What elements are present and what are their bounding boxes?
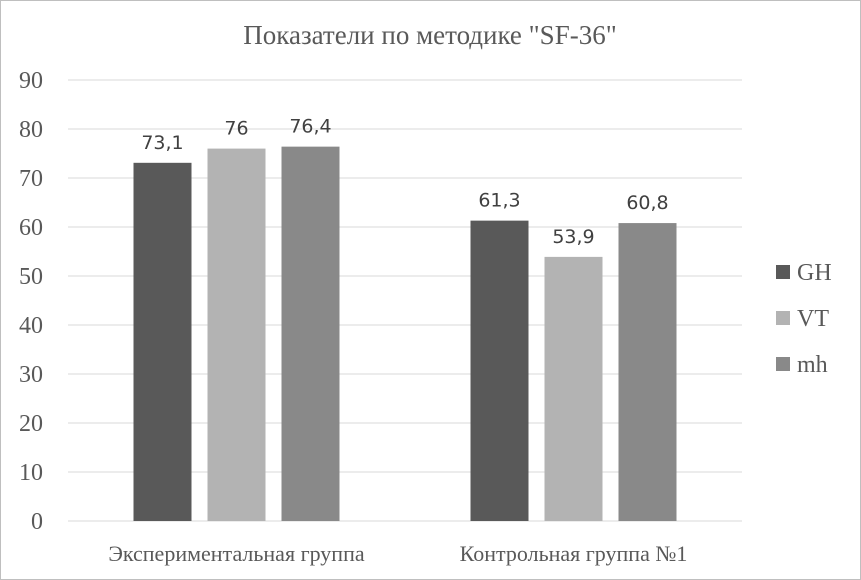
bar-vt [544,256,603,521]
legend-label: mh [797,352,828,378]
bar-vt [207,148,266,521]
y-tick-label: 50 [19,264,43,290]
y-tick-label: 70 [19,166,43,192]
legend: GH VT mh [776,260,832,378]
data-label: 53,9 [552,226,594,248]
y-axis-ticks: 0 10 20 30 40 50 60 70 80 90 [19,68,43,535]
y-tick-label: 0 [31,509,43,535]
legend-swatch [776,265,790,279]
y-tick-label: 40 [19,313,43,339]
y-tick-label: 80 [19,117,43,143]
data-labels: 73,1 76 76,4 61,3 53,9 60,8 [141,116,668,248]
data-label: 76,4 [289,116,331,138]
bar-gh [470,220,529,521]
data-label: 61,3 [478,190,520,212]
bar-mh [281,146,340,521]
category-label: Экспериментальная группа [108,541,364,566]
category-label: Контрольная группа №1 [460,541,688,566]
y-tick-label: 60 [19,215,43,241]
legend-label: GH [797,260,832,286]
data-label: 73,1 [141,132,183,154]
data-label: 60,8 [626,192,668,214]
legend-swatch [776,311,790,325]
bars [133,146,677,521]
y-tick-label: 30 [19,362,43,388]
bar-gh [133,162,192,521]
y-tick-label: 20 [19,411,43,437]
y-tick-label: 10 [19,460,43,486]
x-axis-categories: Экспериментальная группа Контрольная груп… [108,541,687,566]
y-tick-label: 90 [19,68,43,94]
legend-swatch [776,357,790,371]
bar-mh [618,223,677,521]
data-label: 76 [224,118,248,140]
legend-label: VT [797,306,829,332]
chart-title: Показатели по методике "SF-36" [243,20,616,50]
